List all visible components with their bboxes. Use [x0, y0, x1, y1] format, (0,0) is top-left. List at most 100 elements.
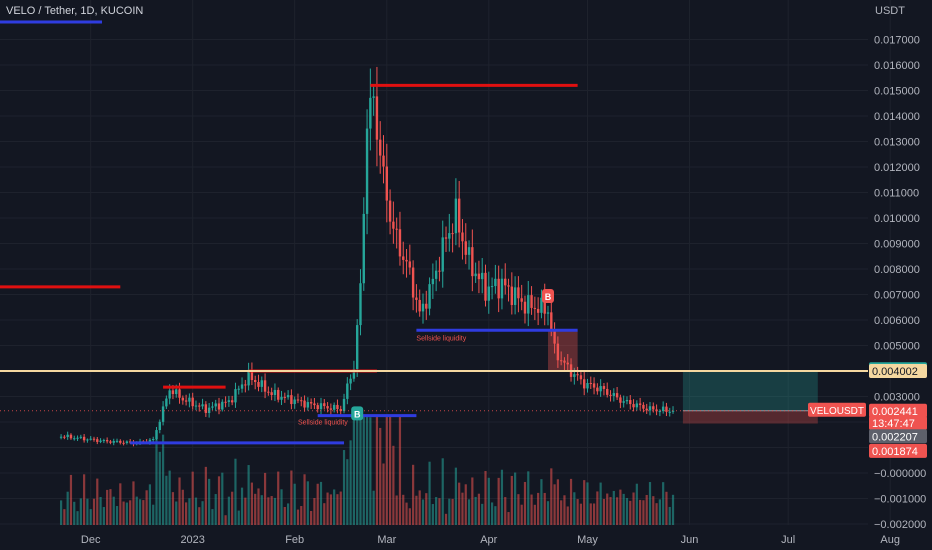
candle-body	[395, 228, 398, 230]
volume-bar	[349, 440, 352, 525]
candle-body	[263, 380, 267, 392]
volume-bar	[240, 487, 244, 525]
volume-bar	[119, 483, 122, 525]
candle-body	[596, 387, 599, 392]
volume-bar	[86, 498, 89, 525]
candle-body	[270, 392, 273, 396]
candle-body	[543, 297, 546, 314]
candle-body	[428, 284, 431, 309]
candle-body	[457, 198, 461, 233]
candle-body	[59, 436, 63, 438]
volume-bar	[507, 512, 510, 525]
candle-body	[119, 440, 122, 443]
volume-bar	[63, 509, 66, 525]
candle-body	[579, 375, 583, 380]
candle-body	[606, 388, 609, 395]
volume-bar	[514, 472, 517, 525]
volume-bar	[89, 509, 92, 525]
volume-bar	[606, 493, 609, 525]
candle-body	[336, 404, 339, 410]
volume-bar	[208, 478, 211, 525]
volume-bar	[59, 500, 63, 525]
volume-bar	[237, 510, 240, 525]
candle-body	[471, 247, 474, 277]
volume-bar	[579, 503, 583, 525]
candle-body	[158, 421, 161, 431]
volume-bar	[346, 459, 349, 525]
volume-bar	[616, 497, 619, 525]
signal-marker-buy	[351, 406, 364, 421]
candle-body	[444, 237, 448, 239]
x-tick-label: Dec	[81, 534, 101, 546]
volume-bar	[290, 470, 293, 525]
volume-bar	[181, 489, 184, 525]
volume-bar	[79, 498, 82, 525]
candle-body	[359, 283, 362, 326]
price-label-box	[869, 429, 927, 444]
y-tick-label: 0.015000	[874, 86, 920, 98]
volume-bar	[221, 472, 224, 525]
candle-body	[280, 396, 283, 400]
volume-bar	[283, 506, 286, 525]
y-tick-label: 0.012000	[874, 162, 920, 174]
volume-bar	[629, 500, 632, 525]
y-tick-label: 0.009000	[874, 239, 920, 251]
volume-bar	[602, 498, 606, 525]
volume-bar	[69, 474, 73, 525]
candle-body	[323, 403, 326, 407]
volume-bar	[224, 515, 227, 525]
volume-bar	[494, 506, 497, 525]
candle-body	[175, 389, 178, 395]
candle-body	[300, 400, 303, 402]
volume-bar	[576, 499, 579, 525]
candle-body	[230, 400, 234, 403]
y-tick-label: 0.016000	[874, 60, 920, 72]
volume-bar	[665, 491, 668, 525]
candle-body	[559, 360, 563, 362]
volume-bar	[326, 492, 329, 525]
volume-bar	[609, 497, 612, 525]
volume-bar	[135, 496, 138, 525]
volume-bar	[398, 415, 402, 525]
volume-bar	[247, 465, 250, 525]
volume-bar	[645, 494, 648, 525]
x-tick-label: Jun	[681, 534, 699, 546]
volume-bar	[622, 493, 625, 525]
volume-bar	[395, 495, 398, 525]
candle-body	[181, 397, 185, 401]
candle-body	[645, 408, 648, 411]
volume-bar	[185, 502, 188, 525]
annotation-sellside-liquidity: Sellside liquidity	[298, 420, 348, 427]
candle-body	[563, 360, 566, 363]
candle-body	[402, 256, 405, 260]
volume-bar	[553, 484, 556, 525]
volume-bar	[625, 497, 629, 525]
volume-bar	[431, 504, 434, 525]
candle-body	[385, 166, 388, 201]
volume-bar	[392, 445, 395, 525]
volume-bar	[421, 499, 425, 525]
volume-bar	[454, 467, 457, 525]
candle-body	[217, 403, 221, 410]
volume-bar	[461, 492, 464, 525]
volume-bar	[273, 497, 277, 525]
volume-bar	[474, 496, 477, 525]
candle-body	[342, 398, 346, 412]
volume-bars	[59, 415, 675, 525]
candle-body	[211, 406, 214, 408]
candle-body	[635, 403, 639, 408]
candle-body	[273, 389, 277, 396]
candles	[59, 66, 675, 447]
volume-bar	[254, 493, 257, 525]
long-position-target-zone	[682, 371, 818, 411]
candle-body	[309, 402, 313, 404]
x-tick-label: Aug	[880, 534, 900, 546]
candle-body	[92, 438, 96, 440]
price-label: 0.002207	[872, 431, 918, 443]
candle-body	[296, 399, 300, 401]
candle-body	[441, 237, 444, 272]
volume-bar	[372, 490, 375, 525]
volume-bar	[293, 483, 296, 525]
